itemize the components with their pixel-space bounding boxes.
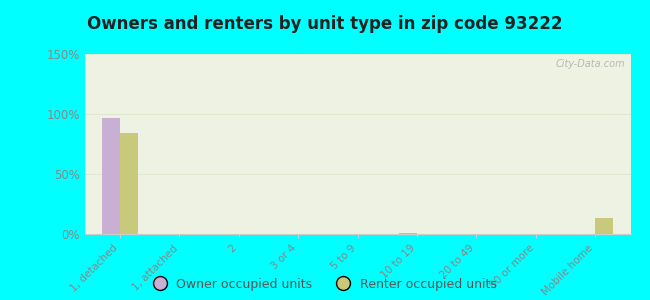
- Bar: [102, 118, 120, 234]
- Bar: [595, 218, 613, 234]
- Bar: [399, 233, 417, 234]
- Text: City-Data.com: City-Data.com: [555, 59, 625, 69]
- Bar: [120, 133, 138, 234]
- Legend: Owner occupied units, Renter occupied units: Owner occupied units, Renter occupied un…: [153, 278, 497, 291]
- Text: Owners and renters by unit type in zip code 93222: Owners and renters by unit type in zip c…: [87, 15, 563, 33]
